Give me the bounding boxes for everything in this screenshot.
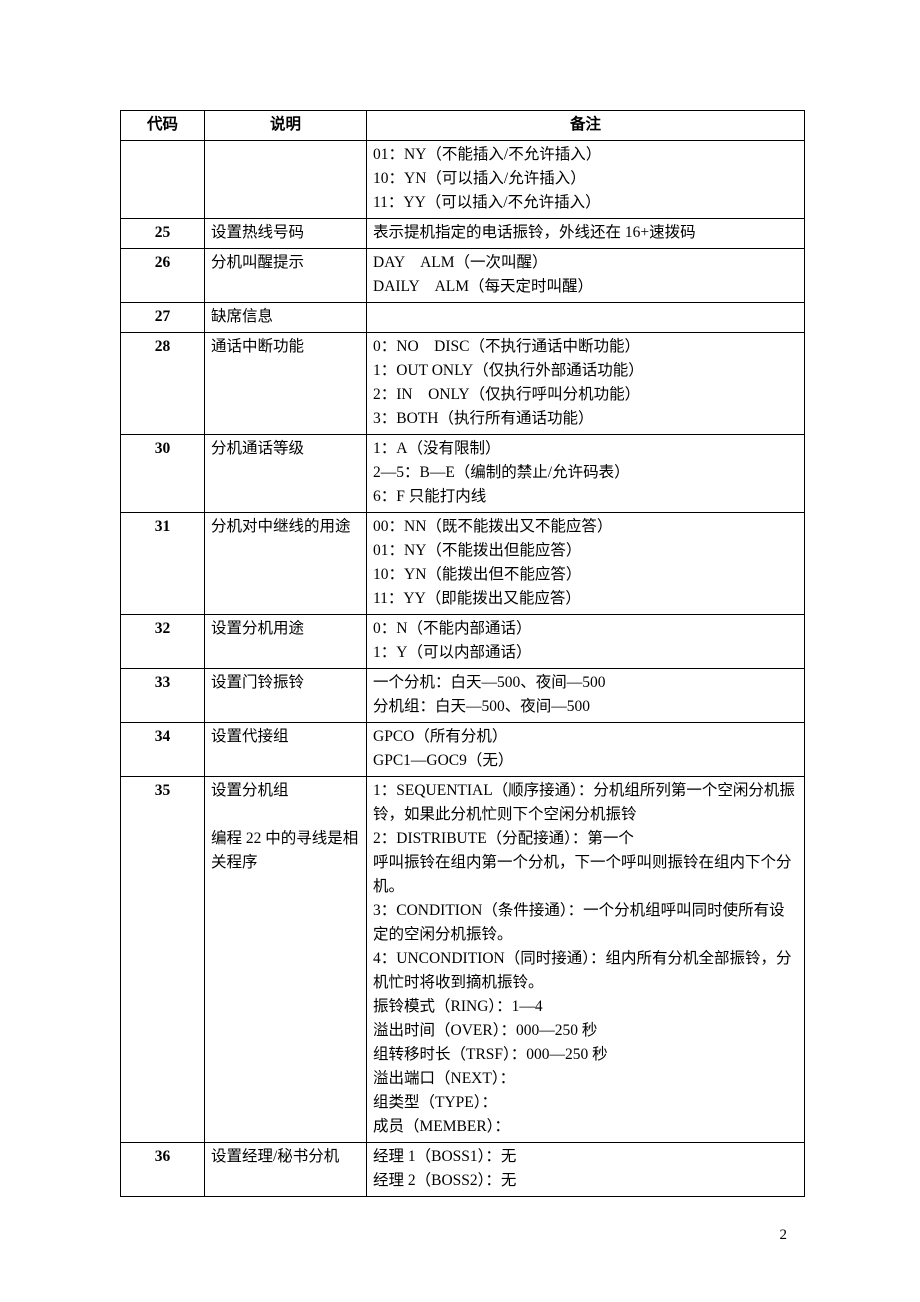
cell-note: 0：NO DISC（不执行通话中断功能） 1：OUT ONLY（仅执行外部通话功… <box>367 333 805 435</box>
table-row: 34设置代接组GPCO（所有分机） GPC1—GOC9（无） <box>121 723 805 777</box>
table-row: 32设置分机用途0：N（不能内部通话） 1：Y（可以内部通话） <box>121 615 805 669</box>
cell-code: 35 <box>121 777 205 1143</box>
cell-code: 28 <box>121 333 205 435</box>
header-code: 代码 <box>121 111 205 141</box>
cell-note: 0：N（不能内部通话） 1：Y（可以内部通话） <box>367 615 805 669</box>
cell-code: 25 <box>121 219 205 249</box>
table-row: 28通话中断功能0：NO DISC（不执行通话中断功能） 1：OUT ONLY（… <box>121 333 805 435</box>
cell-desc: 设置分机组 编程 22 中的寻线是相关程序 <box>205 777 367 1143</box>
table-row: 36设置经理/秘书分机经理 1（BOSS1）：无 经理 2（BOSS2）：无 <box>121 1143 805 1197</box>
cell-code: 34 <box>121 723 205 777</box>
cell-note: 1：SEQUENTIAL（顺序接通）：分机组所列第一个空闲分机振铃，如果此分机忙… <box>367 777 805 1143</box>
table-row: 27缺席信息 <box>121 303 805 333</box>
cell-code: 26 <box>121 249 205 303</box>
cell-note: 一个分机：白天—500、夜间—500 分机组：白天—500、夜间—500 <box>367 669 805 723</box>
page: 代码 说明 备注 01：NY（不能插入/不允许插入） 10：YN（可以插入/允许… <box>0 0 920 1284</box>
cell-note <box>367 303 805 333</box>
header-note: 备注 <box>367 111 805 141</box>
table-row: 26分机叫醒提示DAY ALM（一次叫醒） DAILY ALM（每天定时叫醒） <box>121 249 805 303</box>
cell-desc: 通话中断功能 <box>205 333 367 435</box>
cell-code: 32 <box>121 615 205 669</box>
cell-note: GPCO（所有分机） GPC1—GOC9（无） <box>367 723 805 777</box>
header-desc: 说明 <box>205 111 367 141</box>
cell-code: 36 <box>121 1143 205 1197</box>
cell-desc: 设置代接组 <box>205 723 367 777</box>
cell-note: 经理 1（BOSS1）：无 经理 2（BOSS2）：无 <box>367 1143 805 1197</box>
cell-desc: 设置分机用途 <box>205 615 367 669</box>
table-header: 代码 说明 备注 <box>121 111 805 141</box>
cell-note: 00：NN（既不能拨出又不能应答） 01：NY（不能拨出但能应答） 10：YN（… <box>367 513 805 615</box>
table-row: 25设置热线号码表示提机指定的电话振铃，外线还在 16+速拨码 <box>121 219 805 249</box>
table-row: 01：NY（不能插入/不允许插入） 10：YN（可以插入/允许插入） 11：YY… <box>121 141 805 219</box>
cell-desc: 分机叫醒提示 <box>205 249 367 303</box>
table-row: 33设置门铃振铃一个分机：白天—500、夜间—500 分机组：白天—500、夜间… <box>121 669 805 723</box>
cell-desc: 设置热线号码 <box>205 219 367 249</box>
cell-desc: 设置门铃振铃 <box>205 669 367 723</box>
cell-code: 30 <box>121 435 205 513</box>
cell-note: 表示提机指定的电话振铃，外线还在 16+速拨码 <box>367 219 805 249</box>
cell-desc: 缺席信息 <box>205 303 367 333</box>
table-row: 31分机对中继线的用途00：NN（既不能拨出又不能应答） 01：NY（不能拨出但… <box>121 513 805 615</box>
page-number: 2 <box>120 1197 805 1244</box>
cell-desc: 设置经理/秘书分机 <box>205 1143 367 1197</box>
cell-desc: 分机通话等级 <box>205 435 367 513</box>
cell-note: 01：NY（不能插入/不允许插入） 10：YN（可以插入/允许插入） 11：YY… <box>367 141 805 219</box>
cell-code: 27 <box>121 303 205 333</box>
code-table: 代码 说明 备注 01：NY（不能插入/不允许插入） 10：YN（可以插入/允许… <box>120 110 805 1197</box>
table-row: 35设置分机组 编程 22 中的寻线是相关程序1：SEQUENTIAL（顺序接通… <box>121 777 805 1143</box>
table-body: 01：NY（不能插入/不允许插入） 10：YN（可以插入/允许插入） 11：YY… <box>121 141 805 1197</box>
table-row: 30分机通话等级1：A（没有限制） 2—5：B—E（编制的禁止/允许码表） 6：… <box>121 435 805 513</box>
cell-note: 1：A（没有限制） 2—5：B—E（编制的禁止/允许码表） 6：F 只能打内线 <box>367 435 805 513</box>
cell-code: 31 <box>121 513 205 615</box>
table-header-row: 代码 说明 备注 <box>121 111 805 141</box>
cell-code <box>121 141 205 219</box>
cell-desc <box>205 141 367 219</box>
cell-note: DAY ALM（一次叫醒） DAILY ALM（每天定时叫醒） <box>367 249 805 303</box>
cell-desc: 分机对中继线的用途 <box>205 513 367 615</box>
cell-code: 33 <box>121 669 205 723</box>
